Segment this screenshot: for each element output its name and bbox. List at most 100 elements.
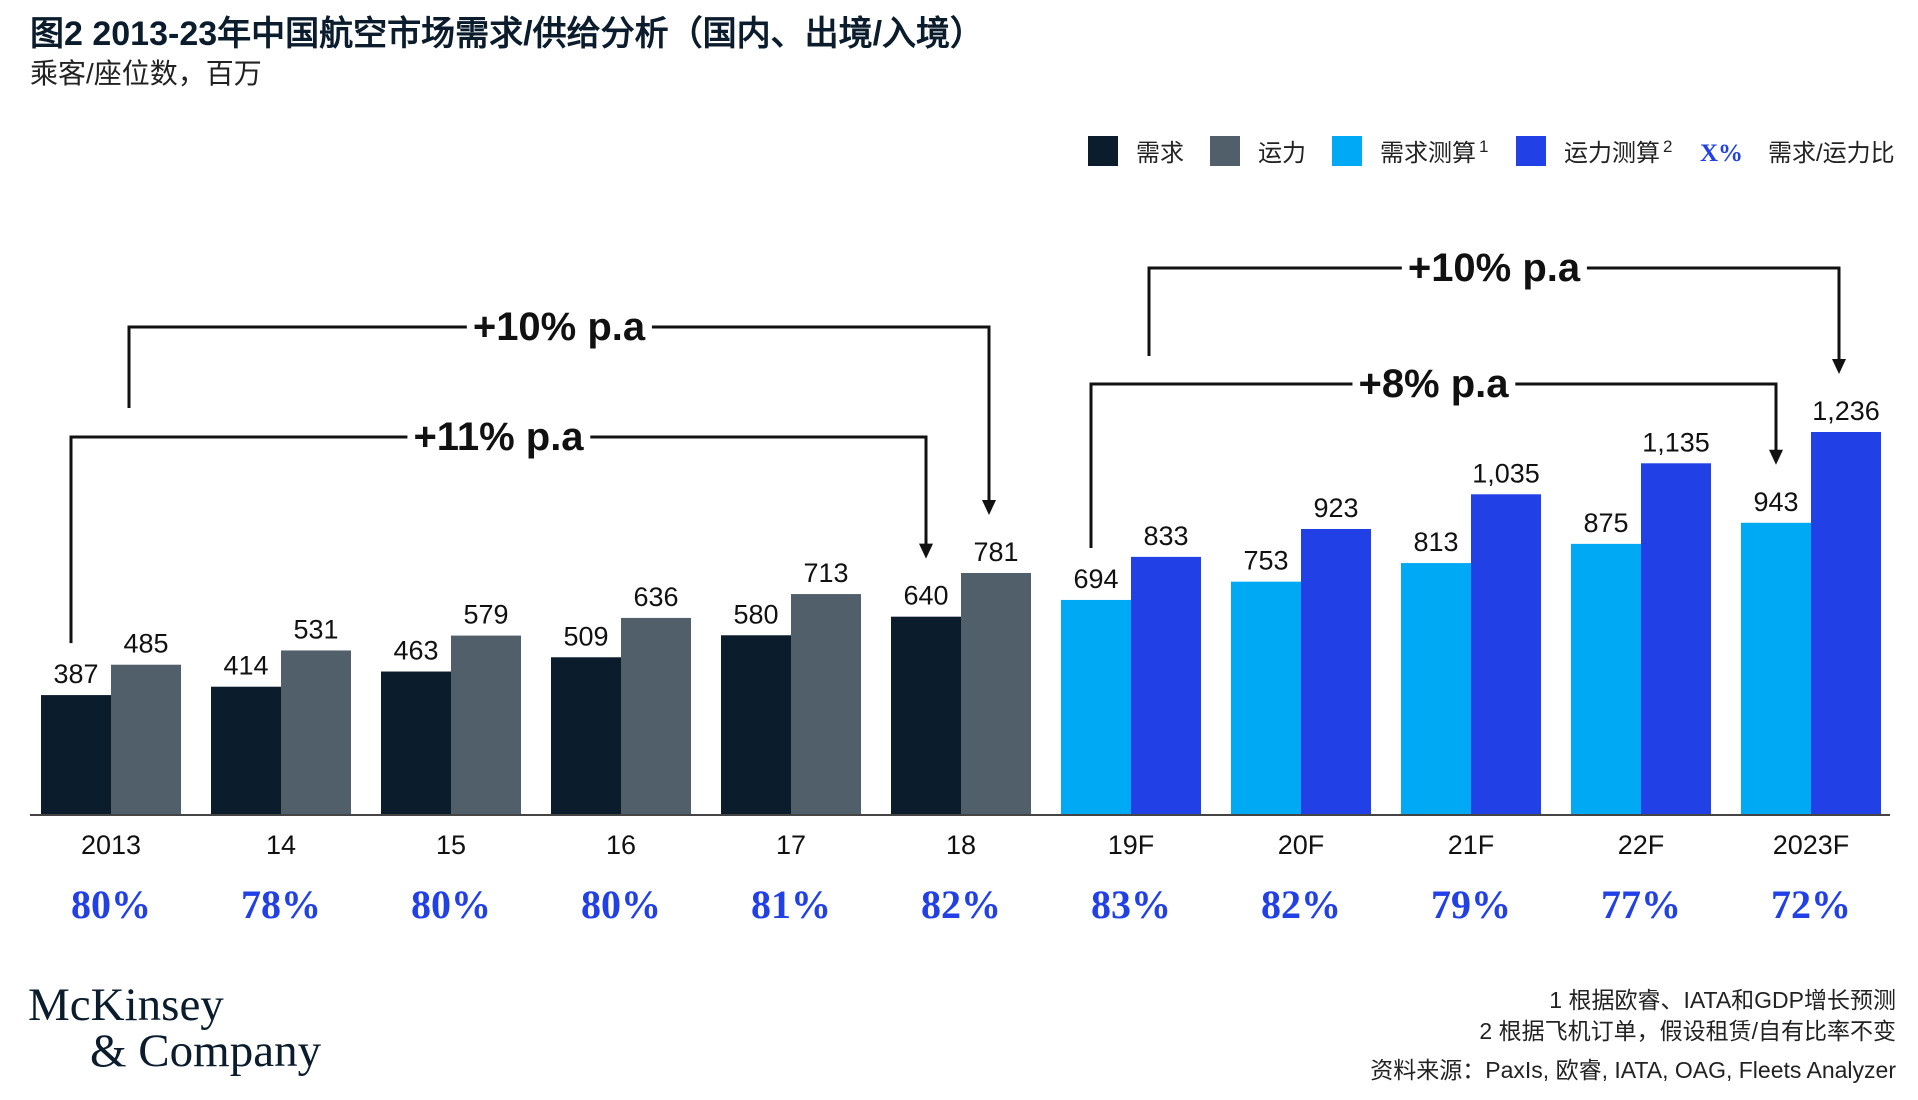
bar-demand-16 <box>551 657 621 815</box>
growth-label-background <box>466 311 652 345</box>
chart-title: 图2 2013-23年中国航空市场需求/供给分析（国内、出境/入境） <box>30 15 985 53</box>
bar-capacity-18 <box>961 572 1031 815</box>
source-note: 资料来源：PaxIs, 欧睿, IATA, OAG, Fleets Analyz… <box>1370 1057 1896 1083</box>
bar-capacity-19F <box>1131 556 1201 815</box>
chart-subtitle: 乘客/座位数，百万 <box>30 58 262 89</box>
ratio-label: 83% <box>1091 882 1171 927</box>
value-label-demand: 580 <box>733 599 778 629</box>
value-label-capacity: 579 <box>463 600 508 630</box>
bar-demand-2013 <box>41 695 111 815</box>
growth-arrowhead <box>982 499 996 515</box>
value-label-demand: 509 <box>563 621 608 651</box>
logo-line-2: & Company <box>90 1025 322 1077</box>
bar-chart: 387 485 2013 80% 414 531 14 78% 463 579 15 80% 509 63… <box>30 136 1895 927</box>
ratio-label: 80% <box>71 882 151 927</box>
value-label-capacity: 485 <box>123 629 168 659</box>
value-label-capacity: 713 <box>803 558 848 588</box>
bar-capacity-16 <box>621 617 691 815</box>
bar-capacity-2023F <box>1811 432 1881 815</box>
legend-label: 需求/运力比 <box>1768 140 1895 167</box>
x-tick-label: 22F <box>1618 830 1665 860</box>
bar-demand-18 <box>891 616 961 815</box>
bar-demand-19F <box>1061 599 1131 815</box>
ratio-label: 81% <box>751 882 831 927</box>
x-tick-label: 17 <box>776 830 806 860</box>
bar-capacity-14 <box>281 650 351 815</box>
ratio-label: 72% <box>1771 882 1851 927</box>
footnote-2: 2 根据飞机订单，假设租赁/自有比率不变 <box>1479 1018 1896 1044</box>
ratio-label: 82% <box>921 882 1001 927</box>
value-label-demand: 943 <box>1753 487 1798 517</box>
value-label-demand: 640 <box>903 581 948 611</box>
x-tick-label: 2013 <box>81 830 141 860</box>
mckinsey-logo: McKinsey & Company <box>28 979 322 1077</box>
value-label-capacity: 1,035 <box>1472 458 1540 488</box>
legend-swatch <box>1210 136 1240 166</box>
legend-label: 需求 <box>1136 140 1184 167</box>
value-label-capacity: 781 <box>973 537 1018 567</box>
x-tick-label: 20F <box>1278 830 1325 860</box>
bar-demand-20F <box>1231 581 1301 815</box>
bar-demand-15 <box>381 671 451 815</box>
legend-label: 运力测算 <box>1564 140 1660 167</box>
value-label-demand: 753 <box>1243 546 1288 576</box>
x-tick-label: 21F <box>1448 830 1495 860</box>
bar-demand-22F <box>1571 543 1641 815</box>
growth-rate-label: +10% p.a <box>1408 246 1581 290</box>
growth-bracket <box>127 325 991 501</box>
value-label-capacity: 1,236 <box>1812 396 1880 426</box>
ratio-label: 82% <box>1261 882 1341 927</box>
value-label-demand: 414 <box>223 651 268 681</box>
legend-swatch <box>1516 136 1546 166</box>
logo-line-1: McKinsey <box>28 979 224 1031</box>
bar-capacity-21F <box>1471 494 1541 815</box>
bar-demand-2023F <box>1741 522 1811 815</box>
ratio-label: 80% <box>581 882 661 927</box>
growth-label-background <box>1352 368 1516 402</box>
value-label-demand: 694 <box>1073 564 1118 594</box>
value-label-capacity: 1,135 <box>1642 427 1710 457</box>
ratio-label: 77% <box>1601 882 1681 927</box>
x-tick-label: 15 <box>436 830 466 860</box>
ratio-label: 80% <box>411 882 491 927</box>
legend-footnote-marker: 2 <box>1663 137 1672 156</box>
value-label-capacity: 833 <box>1143 521 1188 551</box>
x-tick-label: 2023F <box>1773 830 1850 860</box>
value-label-demand: 463 <box>393 636 438 666</box>
growth-label-background <box>407 421 591 455</box>
value-label-capacity: 531 <box>293 614 338 644</box>
growth-arrowhead <box>1769 449 1783 465</box>
growth-rate-label: +8% p.a <box>1358 362 1509 406</box>
value-label-demand: 813 <box>1413 527 1458 557</box>
bar-capacity-15 <box>451 635 521 815</box>
legend-swatch <box>1332 136 1362 166</box>
growth-arrowhead <box>1832 359 1846 374</box>
x-tick-label: 16 <box>606 830 636 860</box>
ratio-label: 79% <box>1431 882 1511 927</box>
x-tick-label: 19F <box>1108 830 1155 860</box>
bar-demand-17 <box>721 635 791 815</box>
legend-label: 运力 <box>1258 140 1306 167</box>
value-label-demand: 875 <box>1583 508 1628 538</box>
value-label-capacity: 923 <box>1313 493 1358 523</box>
value-label-demand: 387 <box>53 659 98 689</box>
ratio-label: 78% <box>241 882 321 927</box>
growth-label-background <box>1401 252 1587 286</box>
growth-rate-label: +11% p.a <box>413 415 584 459</box>
legend-ratio-marker: X% <box>1700 140 1743 167</box>
bar-capacity-22F <box>1641 463 1711 815</box>
value-label-capacity: 636 <box>633 582 678 612</box>
bar-capacity-17 <box>791 594 861 815</box>
bar-capacity-20F <box>1301 528 1371 815</box>
x-tick-label: 18 <box>946 830 976 860</box>
bar-demand-14 <box>211 686 281 815</box>
legend-label: 需求测算 <box>1380 140 1476 167</box>
legend-swatch <box>1088 136 1118 166</box>
bar-demand-21F <box>1401 563 1471 815</box>
growth-arrowhead <box>919 543 933 559</box>
growth-rate-label: +10% p.a <box>473 305 646 349</box>
x-tick-label: 14 <box>266 830 296 860</box>
bar-capacity-2013 <box>111 664 181 815</box>
footnotes: 1 根据欧睿、IATA和GDP增长预测 2 根据飞机订单，假设租赁/自有比率不变… <box>1370 985 1896 1086</box>
legend-footnote-marker: 1 <box>1479 137 1488 156</box>
